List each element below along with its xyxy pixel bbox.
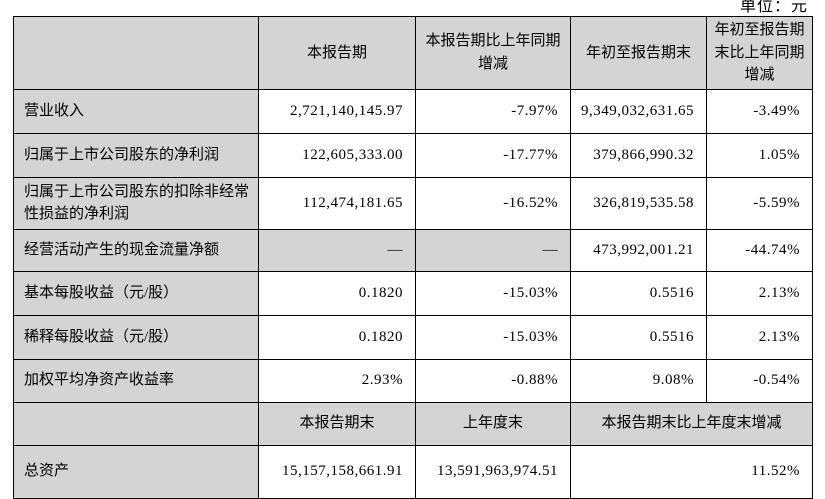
cell-value: 473,992,001.21 — [570, 228, 707, 272]
row-label: 基本每股收益（元/股） — [13, 270, 259, 316]
cell-value: 0.5516 — [570, 314, 707, 360]
cell-value: 0.1820 — [258, 314, 416, 360]
column-header: 本报告期末比上年度末增减 — [570, 401, 813, 446]
column-header — [13, 401, 259, 446]
table-row: 归属于上市公司股东的净利润 122,605,333.00 -17.77% 379,86… — [13, 132, 813, 178]
cell-value: 379,866,990.32 — [570, 132, 707, 178]
cell-value: -44.74% — [706, 228, 813, 272]
cell-value: -15.03% — [415, 314, 571, 360]
column-header: 本报告期比上年同期增减 — [415, 16, 571, 90]
cell-value: 2.13% — [706, 314, 813, 360]
cell-value: 2,721,140,145.97 — [258, 88, 416, 134]
row-label: 归属于上市公司股东的净利润 — [13, 132, 259, 178]
row-label: 稀释每股收益（元/股） — [13, 314, 259, 360]
table-row: 本报告期末 上年度末 本报告期末比上年度末增减 — [13, 401, 813, 446]
cell-value: 11.52% — [570, 444, 813, 499]
cell-value: -16.52% — [415, 176, 571, 230]
row-label: 经营活动产生的现金流量净额 — [13, 228, 259, 272]
cell-value: 9.08% — [570, 358, 707, 403]
cell-value: 2.93% — [258, 358, 416, 403]
cell-value: -7.97% — [415, 88, 571, 134]
table-row: 归属于上市公司股东的扣除非经常性损益的净利润 112,474,181.65 -16.… — [13, 176, 813, 230]
financial-summary-table: 本报告期 本报告期比上年同期增减 年初至报告期末 年初至报告期末比上年同期增减 营业收入… — [13, 16, 813, 499]
table-row: 基本每股收益（元/股） 0.1820 -15.03% 0.5516 2.13% — [13, 270, 813, 316]
cell-value: 2.13% — [706, 270, 813, 316]
table-row: 经营活动产生的现金流量净额 — —473,992,001.21 -44.74% — [13, 228, 813, 272]
cell-value: 9,349,032,631.65 — [570, 88, 707, 134]
column-header: 本报告期 — [258, 16, 416, 90]
row-label: 加权平均净资产收益率 — [13, 358, 259, 403]
cell-value: -5.59% — [706, 176, 813, 230]
cell-value: — — [415, 228, 571, 272]
cell-value: -0.88% — [415, 358, 571, 403]
cell-value: 326,819,535.58 — [570, 176, 707, 230]
unit-label: 单位：元 — [739, 0, 808, 15]
cell-value: 0.5516 — [570, 270, 707, 316]
table-row: 稀释每股收益（元/股） 0.1820 -15.03% 0.5516 2.13% — [13, 314, 813, 360]
cell-value: 0.1820 — [258, 270, 416, 316]
row-label: 归属于上市公司股东的扣除非经常性损益的净利润 — [13, 176, 259, 230]
table-body: 本报告期 本报告期比上年同期增减 年初至报告期末 年初至报告期末比上年同期增减 营业收入… — [13, 16, 813, 499]
cell-value: — — [258, 228, 416, 272]
cell-value: 112,474,181.65 — [258, 176, 416, 230]
row-label: 总资产 — [13, 444, 259, 499]
table-row: 加权平均净资产收益率 2.93% -0.88% 9.08% -0.54% — [13, 358, 813, 403]
cell-value: 122,605,333.00 — [258, 132, 416, 178]
cell-value: -15.03% — [415, 270, 571, 316]
column-header: 年初至报告期末 — [570, 16, 707, 90]
table-row: 总资产 15,157,158,661.91 13,591,963,974.51 11.… — [13, 444, 813, 499]
cell-value: 13,591,963,974.51 — [415, 444, 571, 499]
table-row: 营业收入 2,721,140,145.97 -7.97% 9,349,032,631.… — [13, 88, 813, 134]
cell-value: 1.05% — [706, 132, 813, 178]
table-row: 本报告期 本报告期比上年同期增减 年初至报告期末 年初至报告期末比上年同期增减 — [13, 16, 813, 90]
cell-value: -3.49% — [706, 88, 813, 134]
row-label: 营业收入 — [13, 88, 259, 134]
cell-value: -0.54% — [706, 358, 813, 403]
cell-value: 15,157,158,661.91 — [258, 444, 416, 499]
column-header: 本报告期末 — [258, 401, 416, 446]
column-header — [13, 16, 259, 90]
column-header: 上年度末 — [415, 401, 571, 446]
column-header: 年初至报告期末比上年同期增减 — [706, 16, 813, 90]
cell-value: -17.77% — [415, 132, 571, 178]
